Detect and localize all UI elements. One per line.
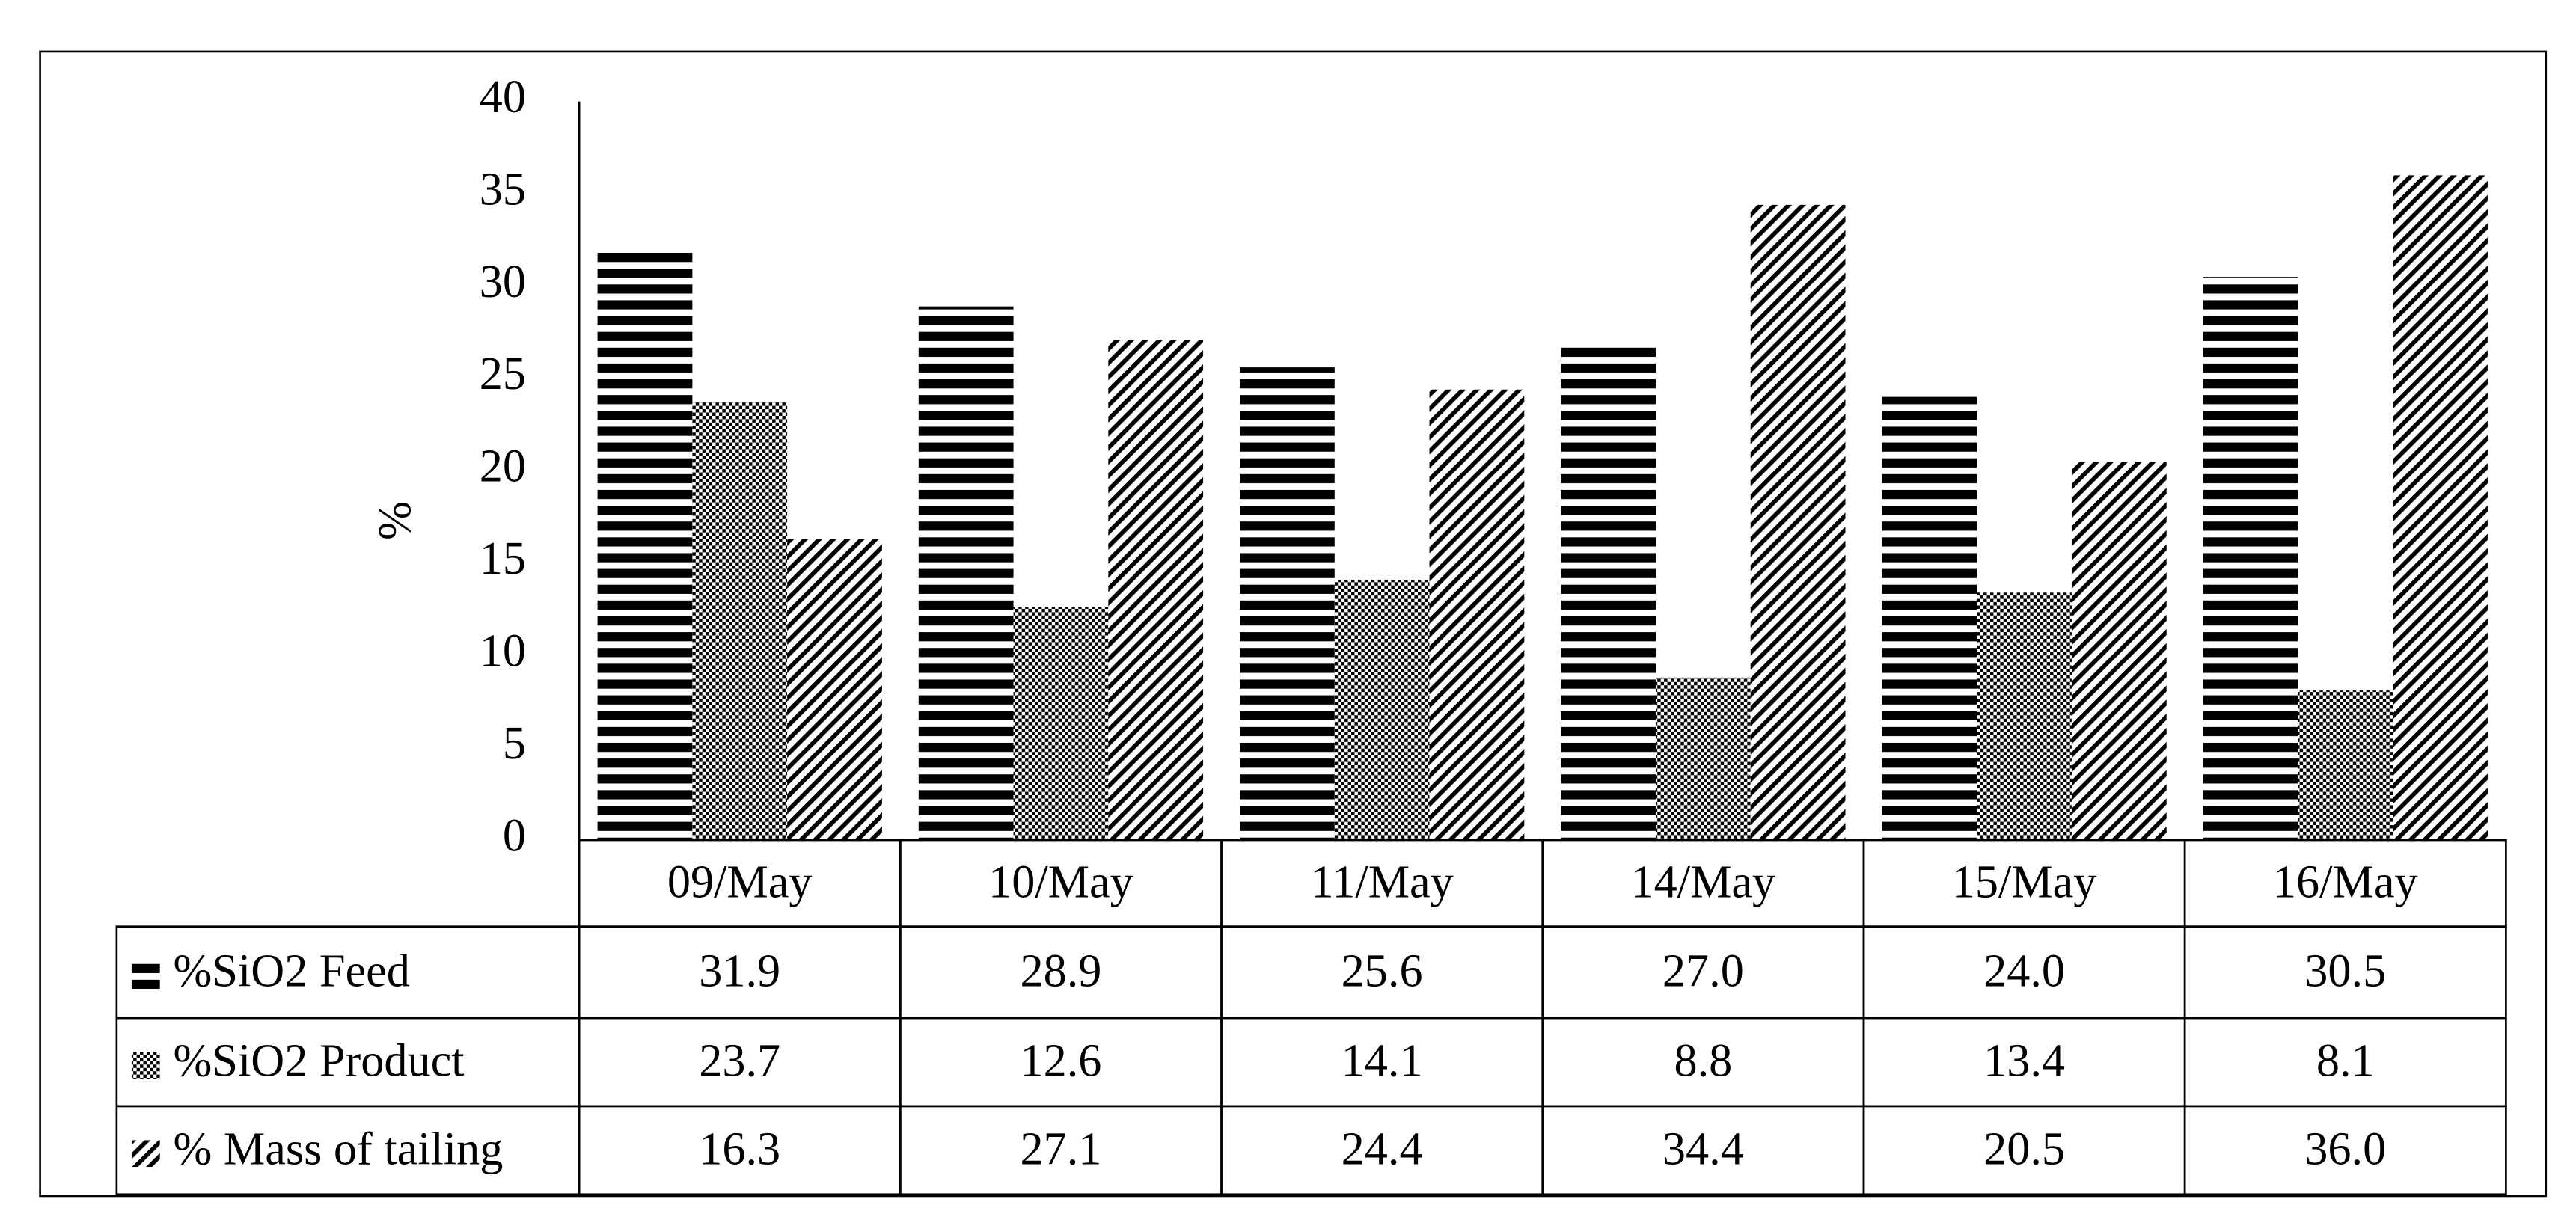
bar — [1108, 340, 1204, 841]
bar — [692, 402, 788, 841]
bar — [1655, 677, 1751, 841]
bar — [2298, 690, 2393, 841]
y-tick-label: 10 — [480, 625, 526, 676]
y-axis-label: % — [370, 501, 420, 540]
legend-swatch — [131, 962, 160, 990]
x-tick-label: 11/May — [1310, 857, 1453, 908]
value-label: 16.3 — [699, 1124, 780, 1175]
bar — [1240, 367, 1335, 841]
value-label: 25.6 — [1341, 946, 1423, 997]
y-tick-label: 15 — [480, 533, 526, 584]
value-label: 12.6 — [1020, 1036, 1101, 1087]
x-tick-label: 09/May — [667, 857, 813, 908]
bar — [1561, 341, 1656, 841]
value-label: 28.9 — [1020, 946, 1101, 997]
bar — [1977, 592, 2072, 841]
value-label: 23.7 — [699, 1036, 780, 1087]
value-label: 20.5 — [1983, 1124, 2065, 1175]
value-label: 8.8 — [1674, 1036, 1732, 1087]
bar — [1013, 607, 1109, 841]
bar — [597, 251, 693, 841]
value-label: 36.0 — [2304, 1124, 2386, 1175]
value-label: 24.0 — [1983, 946, 2065, 997]
bar — [2071, 462, 2167, 841]
bar — [1882, 396, 1977, 841]
bar — [1334, 580, 1430, 841]
x-tick-label: 15/May — [1952, 857, 2097, 908]
bar — [2203, 277, 2298, 841]
legend-swatch — [131, 1052, 160, 1079]
y-tick-label: 40 — [480, 72, 526, 123]
value-label: 14.1 — [1341, 1036, 1423, 1087]
bar — [1429, 389, 1525, 841]
y-tick-label: 30 — [480, 257, 526, 307]
bar — [1750, 204, 1846, 841]
value-label: 31.9 — [699, 946, 780, 997]
legend-label: % Mass of tailing — [174, 1124, 504, 1175]
y-tick-label: 5 — [503, 718, 526, 769]
legend-label: %SiO2 Feed — [174, 946, 410, 997]
value-label: 34.4 — [1662, 1124, 1744, 1175]
value-label: 13.4 — [1983, 1036, 2065, 1087]
bar — [918, 306, 1014, 841]
value-label: 30.5 — [2304, 946, 2386, 997]
bar — [2393, 175, 2488, 841]
value-label: 27.0 — [1662, 946, 1744, 997]
x-tick-label: 10/May — [988, 857, 1133, 908]
table-cell — [2183, 1105, 2507, 1196]
x-tick-label: 14/May — [1631, 857, 1776, 908]
bar — [787, 539, 882, 841]
y-tick-label: 25 — [480, 349, 526, 399]
chart-border — [39, 50, 2548, 1198]
legend-swatch — [131, 1140, 160, 1168]
x-tick-label: 16/May — [2273, 857, 2418, 908]
value-label: 24.4 — [1341, 1124, 1423, 1175]
legend-label: %SiO2 Product — [174, 1036, 465, 1087]
y-tick-label: 0 — [503, 810, 526, 861]
y-tick-label: 20 — [480, 441, 526, 492]
value-label: 27.1 — [1020, 1124, 1101, 1175]
value-label: 8.1 — [2316, 1036, 2375, 1087]
y-tick-label: 35 — [480, 164, 526, 215]
